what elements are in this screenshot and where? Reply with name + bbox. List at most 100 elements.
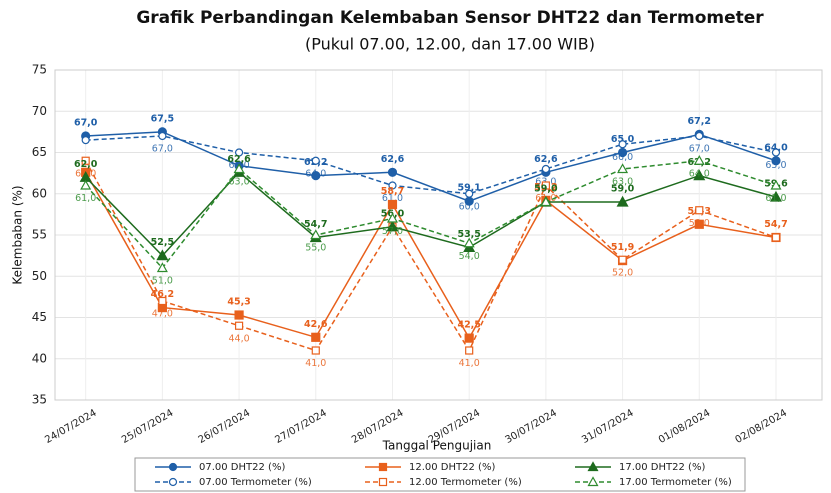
data-label: 52,0 — [612, 267, 633, 278]
point — [616, 195, 629, 207]
data-label: 66,0 — [612, 152, 633, 163]
data-label: 45,3 — [227, 297, 250, 308]
data-label: 46,2 — [151, 289, 174, 300]
data-label: 59,0 — [611, 184, 635, 195]
data-label: 64,0 — [305, 168, 326, 179]
data-label: 62,6 — [534, 154, 558, 165]
y-axis-title: Kelembaban (%) — [11, 185, 25, 284]
point — [156, 262, 168, 273]
data-label: 64,0 — [689, 168, 710, 179]
legend-label: 17.00 DHT22 (%) — [619, 462, 705, 473]
point — [234, 148, 244, 157]
x-tick-label: 31/07/2024 — [580, 408, 635, 446]
point — [771, 148, 781, 157]
x-tick-label: 25/07/2024 — [120, 408, 175, 446]
point — [618, 140, 627, 149]
point — [541, 164, 550, 174]
point — [388, 181, 397, 190]
point — [81, 136, 90, 145]
data-label: 44,0 — [229, 333, 250, 344]
data-label: 62,6 — [227, 154, 251, 165]
x-axis-title: Tanggal Pengujian — [382, 439, 492, 453]
data-label: 62,6 — [381, 154, 405, 165]
data-label: 58,0 — [689, 218, 710, 229]
y-tick-label: 45 — [32, 310, 47, 324]
data-label: 59,0 — [534, 184, 558, 195]
data-label: 54,7 — [304, 219, 327, 230]
point — [771, 156, 781, 166]
point — [769, 190, 782, 202]
point — [386, 212, 399, 223]
point — [695, 131, 704, 141]
legend-marker — [378, 462, 388, 472]
point — [386, 220, 399, 232]
legend-marker — [378, 477, 388, 487]
data-label: 41,0 — [459, 358, 480, 369]
data-label: 51,9 — [611, 242, 634, 253]
point — [387, 199, 398, 210]
data-label: 47,0 — [152, 309, 173, 320]
data-label: 52,5 — [151, 237, 174, 248]
point — [693, 169, 706, 181]
point — [771, 233, 781, 242]
point — [465, 189, 474, 198]
point — [693, 155, 705, 165]
chart-subtitle: (Pukul 07.00, 12.00, dan 17.00 WIB) — [305, 35, 595, 54]
point — [695, 206, 704, 215]
y-tick-label: 65 — [32, 145, 47, 159]
point — [158, 131, 167, 141]
point — [465, 346, 474, 355]
x-tick-label: 01/08/2024 — [657, 408, 712, 446]
series-line — [85, 135, 777, 195]
series-line — [85, 171, 777, 340]
data-label: 60,0 — [459, 201, 480, 212]
data-label: 65,0 — [765, 160, 786, 171]
data-label: 51,0 — [152, 276, 173, 287]
legend-label: 17.00 Termometer (%) — [619, 477, 732, 488]
point — [618, 255, 627, 264]
legend-label: 12.00 Termometer (%) — [409, 477, 522, 488]
point — [541, 181, 550, 190]
point — [311, 156, 320, 165]
point — [310, 229, 322, 240]
series-line — [85, 171, 777, 257]
data-label: 67,0 — [689, 144, 710, 155]
point — [617, 147, 628, 158]
data-label: 63,0 — [229, 177, 250, 188]
point — [387, 167, 398, 177]
y-tick-label: 55 — [32, 228, 47, 242]
data-label: 64,0 — [764, 142, 788, 153]
legend-label: 07.00 Termometer (%) — [199, 477, 312, 488]
x-tick-label: 26/07/2024 — [197, 408, 252, 446]
y-tick-label: 40 — [32, 351, 47, 365]
data-label: 59,1 — [457, 183, 480, 194]
data-label: 55,0 — [305, 243, 326, 254]
y-tick-label: 60 — [32, 186, 47, 200]
data-label: 58,7 — [381, 186, 404, 197]
data-label: 63,0 — [612, 177, 633, 188]
point — [540, 196, 552, 207]
data-label: 61,0 — [75, 193, 96, 204]
data-label: 53,5 — [457, 229, 480, 240]
plot-frame — [54, 69, 823, 401]
x-tick-label: 27/07/2024 — [273, 408, 328, 446]
point — [617, 163, 629, 174]
series-line — [85, 159, 777, 270]
data-label: 42,6 — [304, 319, 328, 330]
point — [694, 219, 704, 229]
y-tick-label: 75 — [32, 63, 47, 77]
series-line — [85, 131, 777, 202]
point — [81, 156, 90, 165]
x-tick-label: 02/08/2024 — [734, 408, 789, 446]
legend-marker — [168, 462, 178, 472]
point — [234, 321, 244, 330]
legend-box — [134, 457, 746, 492]
x-tick-label: 24/07/2024 — [43, 408, 98, 446]
chart-title: Grafik Perbandingan Kelembaban Sensor DH… — [136, 8, 764, 28]
point — [234, 310, 244, 320]
data-label: 67,2 — [688, 116, 711, 127]
legend-marker — [168, 477, 178, 487]
y-tick-label: 70 — [32, 104, 47, 118]
data-label: 61,0 — [382, 193, 403, 204]
